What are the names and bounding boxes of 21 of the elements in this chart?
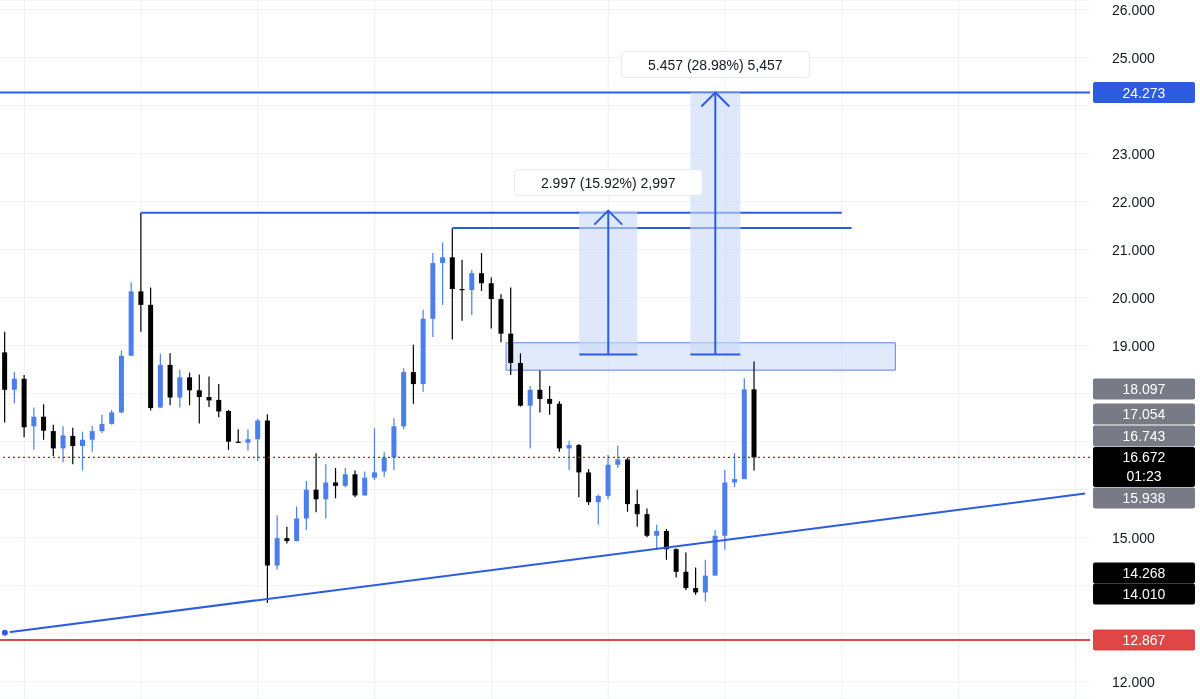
y-tick-label: 26.000 <box>1112 1 1156 18</box>
y-tick-label: 25.000 <box>1112 49 1156 66</box>
y-tick-label: 23.000 <box>1112 145 1156 162</box>
text: 01:23 <box>1126 467 1162 484</box>
y-tick-label: 19.000 <box>1112 337 1156 354</box>
annotation: 5.457 (28.98%) 5,457 <box>647 56 783 73</box>
text: 16.743 <box>1122 428 1166 444</box>
y-tick-label: 12.000 <box>1112 673 1156 690</box>
y-tick-label: 22.000 <box>1112 193 1156 210</box>
text: 15.938 <box>1122 490 1166 506</box>
text: 14.268 <box>1122 565 1166 581</box>
ref-line-label: 12.867 <box>1122 632 1166 649</box>
y-tick-label: 20.000 <box>1112 289 1156 306</box>
annotation: 2.997 (15.92%) 2,997 <box>540 174 676 191</box>
text: 18.097 <box>1122 381 1166 397</box>
text: 17.054 <box>1122 406 1166 422</box>
y-tick-label: 21.000 <box>1112 241 1156 258</box>
y-tick-label: 15.000 <box>1112 529 1156 546</box>
ref-line-label: 16.672 <box>1122 449 1166 466</box>
ref-line-label: 24.273 <box>1122 84 1166 101</box>
text: 14.010 <box>1122 586 1166 602</box>
